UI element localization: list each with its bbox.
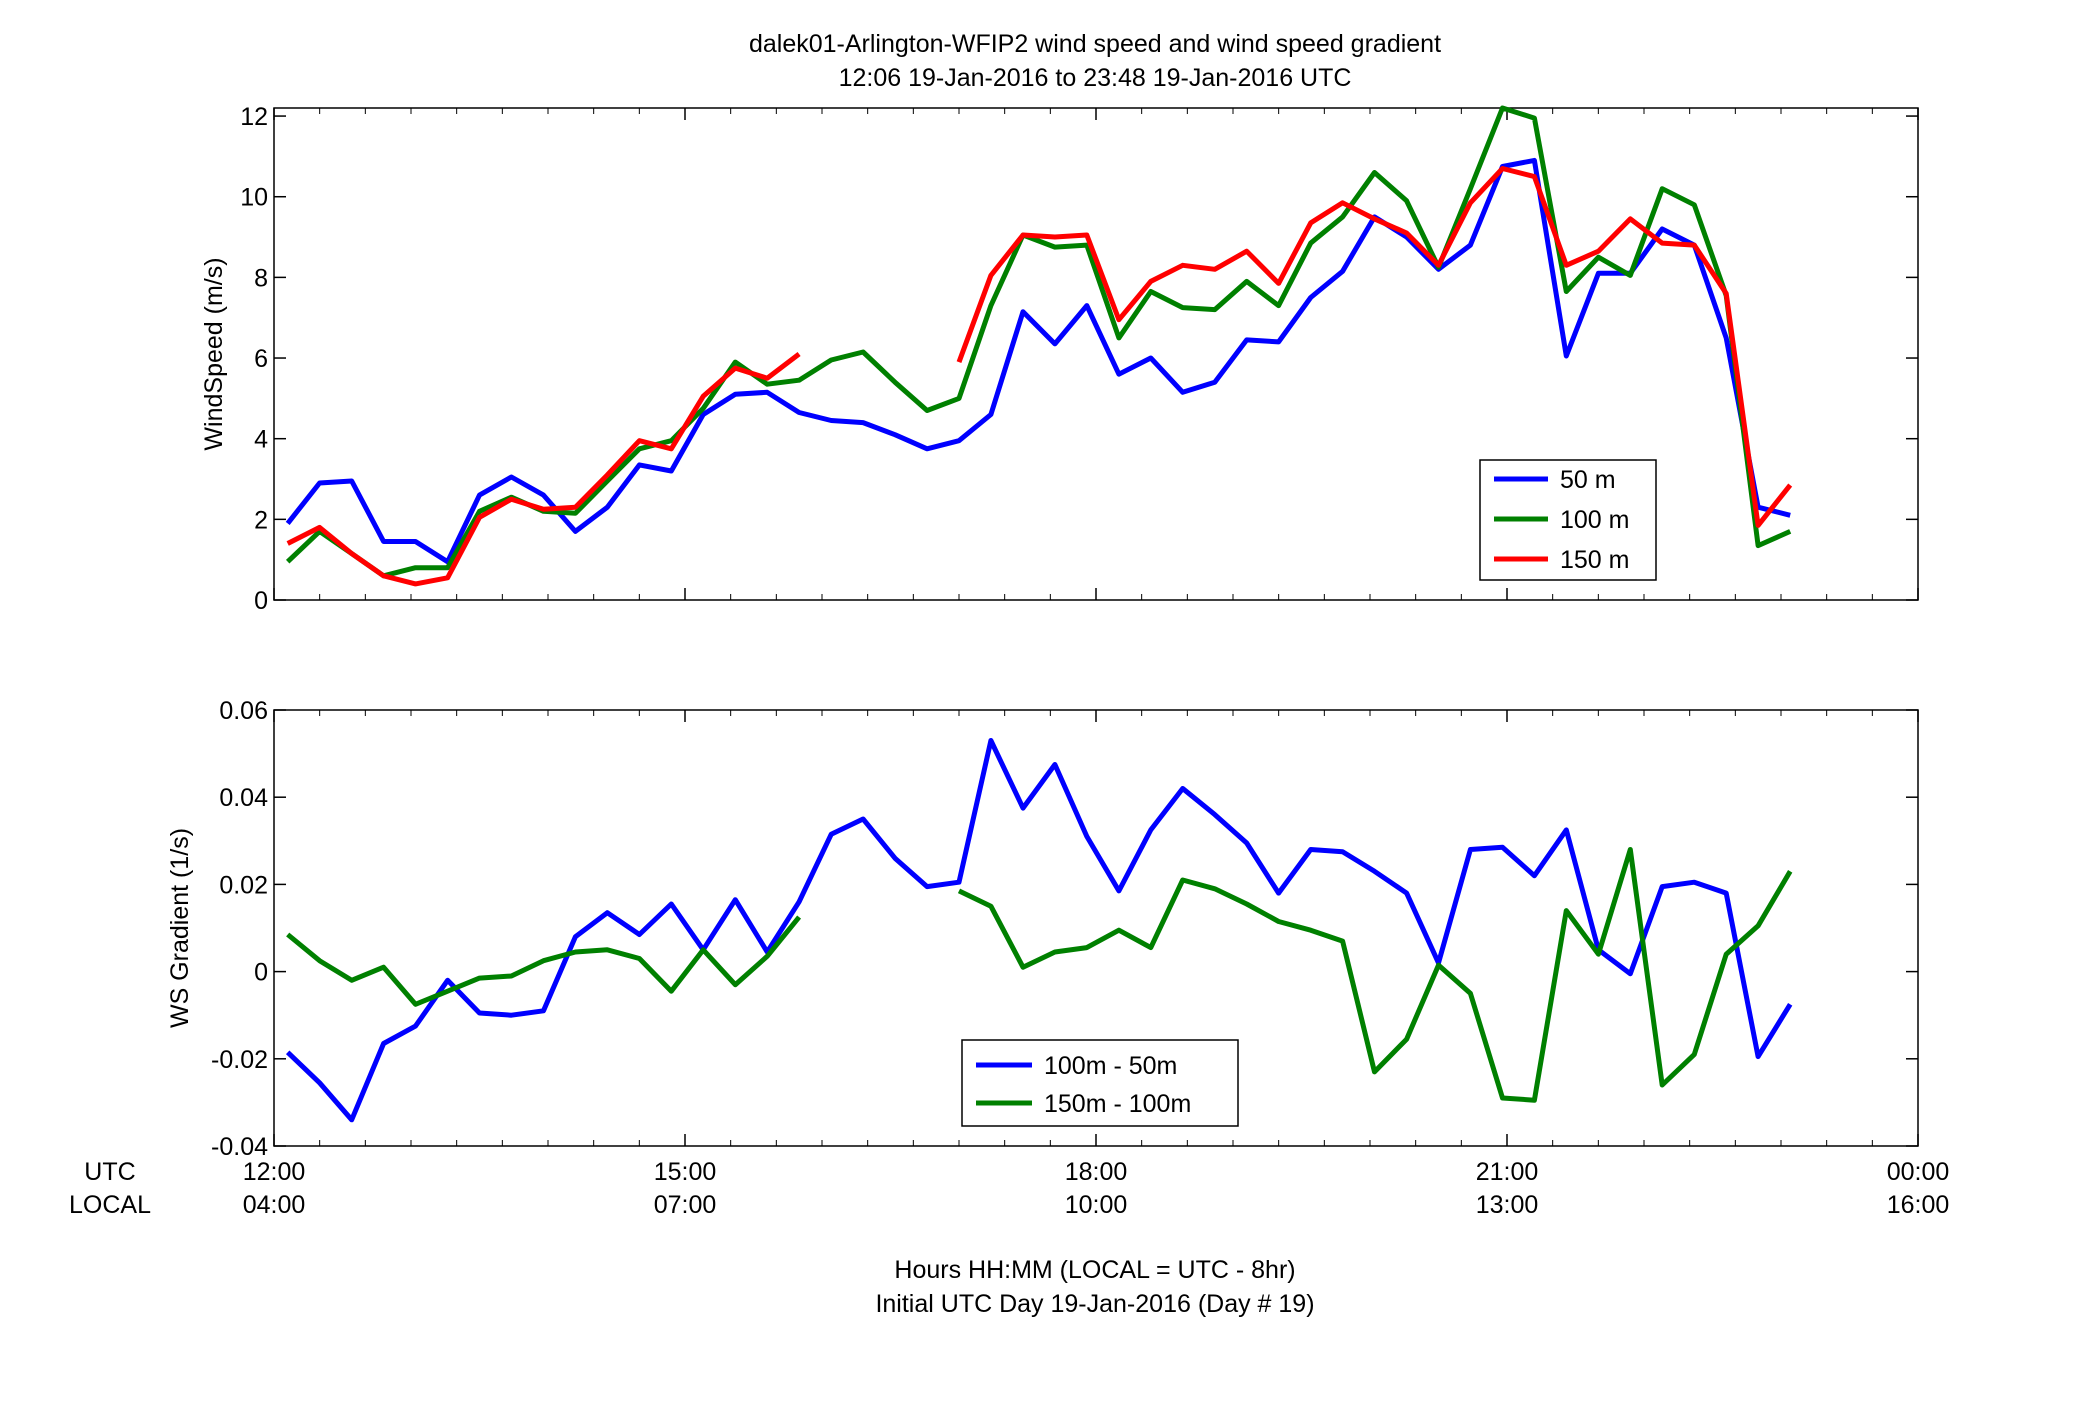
utc-tick-label: 21:00 <box>1476 1158 1539 1186</box>
wind-speed-ylabel: WindSpeed (m/s) <box>200 257 228 450</box>
gradient-legend-box <box>961 1039 1239 1127</box>
chart-title-line2: 12:06 19-Jan-2016 to 23:48 19-Jan-2016 U… <box>839 64 1352 92</box>
xlabel-line2: Initial UTC Day 19-Jan-2016 (Day # 19) <box>875 1290 1314 1318</box>
utc-tick-label: 15:00 <box>654 1158 717 1186</box>
local-tick-label: 07:00 <box>654 1191 717 1219</box>
utc-row-label: UTC <box>84 1158 135 1186</box>
legend-label-150m: 150 m <box>1560 546 1629 574</box>
windspeed-ytick-label: 4 <box>254 426 268 454</box>
windspeed-ytick-label: 12 <box>240 103 268 131</box>
legend-label-150m-100m: 150m - 100m <box>1044 1090 1191 1118</box>
utc-tick-label: 12:00 <box>243 1158 306 1186</box>
legend-label-100m: 100 m <box>1560 506 1629 534</box>
legend-label-100m-50m: 100m - 50m <box>1044 1052 1177 1080</box>
gradient-series-100m-50m <box>285 738 1793 1123</box>
gradient-ytick-label: 0.02 <box>219 871 268 899</box>
legend-label-50m: 50 m <box>1560 466 1616 494</box>
windspeed-ytick-label: 0 <box>254 587 268 615</box>
gradient-series-150m-100m <box>957 847 1793 1103</box>
gradient-ytick-label: 0 <box>254 959 268 987</box>
local-tick-label: 16:00 <box>1887 1191 1950 1219</box>
wind-speed-legend: 50 m 100 m 150 m <box>1479 459 1657 581</box>
windspeed-ytick-label: 8 <box>254 264 268 292</box>
windspeed-ytick-label: 6 <box>254 345 268 373</box>
local-tick-label: 10:00 <box>1065 1191 1128 1219</box>
windspeed-series-150-m <box>286 352 801 587</box>
windspeed-ytick-label: 2 <box>254 506 268 534</box>
wind-speed-axes: WindSpeed (m/s) 0 2 4 6 8 10 12 50 m 100 m 150… <box>200 103 1919 615</box>
gradient-series-150m-100m <box>286 915 802 1007</box>
gradient-ylabel: WS Gradient (1/s) <box>166 828 194 1028</box>
utc-tick-label: 00:00 <box>1887 1158 1950 1186</box>
local-tick-label: 04:00 <box>243 1191 306 1219</box>
windspeed-series-150-m <box>956 166 1793 528</box>
gradient-axes: WS Gradient (1/s) -0.04 -0.02 0 0.02 0.04 0.0… <box>166 697 1919 1161</box>
windspeed-ytick-label: 10 <box>240 184 268 212</box>
chart-title-line1: dalek01-Arlington-WFIP2 wind speed and w… <box>749 30 1441 58</box>
xlabel-line1: Hours HH:MM (LOCAL = UTC - 8hr) <box>894 1256 1295 1284</box>
local-tick-label: 13:00 <box>1476 1191 1539 1219</box>
gradient-ytick-label: 0.06 <box>219 697 268 725</box>
gradient-ytick-label: 0.04 <box>219 784 268 812</box>
local-row-label: LOCAL <box>69 1191 151 1219</box>
utc-tick-label: 18:00 <box>1065 1158 1128 1186</box>
gradient-legend: 100m - 50m 150m - 100m <box>961 1039 1239 1127</box>
gradient-ytick-label: -0.02 <box>211 1046 268 1074</box>
gradient-ytick-label: -0.04 <box>211 1133 268 1161</box>
